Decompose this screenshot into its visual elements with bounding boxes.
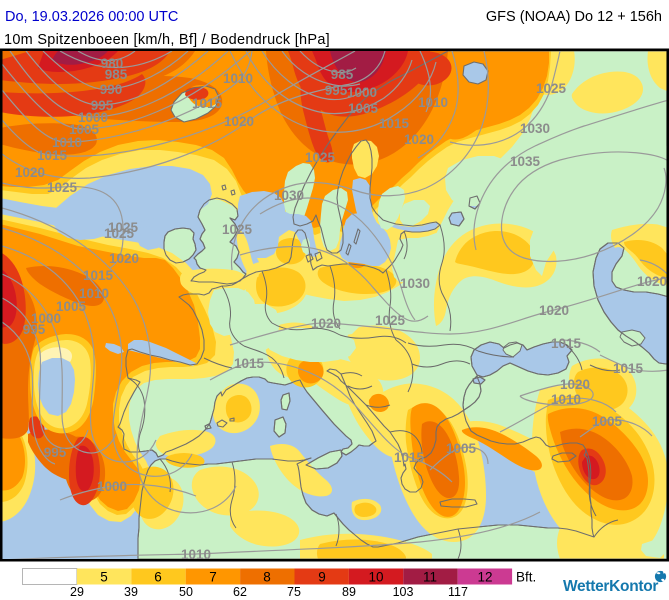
svg-text:980: 980 xyxy=(101,56,124,71)
svg-text:1005: 1005 xyxy=(446,441,477,456)
svg-text:1010: 1010 xyxy=(551,392,581,407)
svg-text:995: 995 xyxy=(91,98,114,113)
svg-text:GFS (NOAA) Do 12 + 156h: GFS (NOAA) Do 12 + 156h xyxy=(486,9,662,25)
svg-text:1015: 1015 xyxy=(37,148,68,163)
svg-text:62: 62 xyxy=(233,585,247,599)
svg-text:995: 995 xyxy=(44,445,67,460)
svg-text:1025: 1025 xyxy=(375,313,406,328)
svg-text:1010: 1010 xyxy=(52,135,82,150)
svg-text:11: 11 xyxy=(423,570,437,585)
svg-text:1010: 1010 xyxy=(181,547,211,562)
svg-text:WetterKontor: WetterKontor xyxy=(563,578,658,595)
svg-text:1025: 1025 xyxy=(108,220,139,235)
svg-text:1015: 1015 xyxy=(551,336,582,351)
svg-text:1020: 1020 xyxy=(311,316,341,331)
svg-text:1025: 1025 xyxy=(47,180,78,195)
svg-text:5: 5 xyxy=(100,570,108,585)
svg-text:1015: 1015 xyxy=(613,361,644,376)
svg-text:1005: 1005 xyxy=(348,101,379,116)
svg-text:985: 985 xyxy=(105,67,128,82)
svg-text:1015: 1015 xyxy=(379,116,410,131)
svg-text:1020: 1020 xyxy=(539,303,569,318)
svg-text:1025: 1025 xyxy=(305,150,336,165)
svg-text:1000: 1000 xyxy=(31,311,61,326)
svg-text:Bft.: Bft. xyxy=(516,570,536,585)
svg-text:990: 990 xyxy=(100,82,123,97)
svg-text:1010: 1010 xyxy=(223,71,253,86)
svg-text:1035: 1035 xyxy=(510,154,541,169)
svg-text:75: 75 xyxy=(287,585,301,599)
svg-text:1000: 1000 xyxy=(78,110,108,125)
svg-text:8: 8 xyxy=(263,570,271,585)
svg-text:117: 117 xyxy=(448,585,468,599)
svg-text:7: 7 xyxy=(209,570,217,585)
svg-text:1015: 1015 xyxy=(394,450,425,465)
svg-text:1025: 1025 xyxy=(222,222,253,237)
svg-text:1010: 1010 xyxy=(79,286,109,301)
svg-text:995: 995 xyxy=(325,83,348,98)
svg-text:89: 89 xyxy=(342,585,356,599)
svg-text:1000: 1000 xyxy=(97,479,127,494)
svg-text:1030: 1030 xyxy=(274,188,304,203)
svg-text:103: 103 xyxy=(393,585,414,599)
svg-text:1005: 1005 xyxy=(56,299,87,314)
svg-text:50: 50 xyxy=(179,585,193,599)
svg-text:Do, 19.03.2026 00:00 UTC: Do, 19.03.2026 00:00 UTC xyxy=(5,9,178,25)
svg-text:1020: 1020 xyxy=(224,114,254,129)
svg-text:9: 9 xyxy=(318,570,326,585)
svg-text:1025: 1025 xyxy=(536,81,567,96)
svg-text:39: 39 xyxy=(124,585,138,599)
svg-text:1025: 1025 xyxy=(104,226,135,241)
svg-text:1005: 1005 xyxy=(592,414,623,429)
svg-text:1010: 1010 xyxy=(418,95,448,110)
svg-text:1030: 1030 xyxy=(400,276,430,291)
svg-text:985: 985 xyxy=(331,67,354,82)
svg-text:1015: 1015 xyxy=(192,96,223,111)
svg-text:12: 12 xyxy=(477,570,492,585)
svg-text:10: 10 xyxy=(368,570,383,585)
svg-text:1005: 1005 xyxy=(69,122,100,137)
svg-text:1020: 1020 xyxy=(109,251,139,266)
svg-text:1015: 1015 xyxy=(234,356,265,371)
svg-text:10m Spitzenboeen [km/h, Bf] /: 10m Spitzenboeen [km/h, Bf] / Bodendruck… xyxy=(4,32,330,48)
svg-text:1000: 1000 xyxy=(347,85,377,100)
svg-text:1020: 1020 xyxy=(404,132,434,147)
svg-text:1020: 1020 xyxy=(560,377,590,392)
svg-text:6: 6 xyxy=(154,570,162,585)
svg-text:1030: 1030 xyxy=(520,121,550,136)
svg-text:1020: 1020 xyxy=(637,274,667,289)
svg-text:1015: 1015 xyxy=(83,268,114,283)
svg-text:29: 29 xyxy=(70,585,84,599)
svg-text:995: 995 xyxy=(23,322,46,337)
svg-text:1020: 1020 xyxy=(15,165,45,180)
